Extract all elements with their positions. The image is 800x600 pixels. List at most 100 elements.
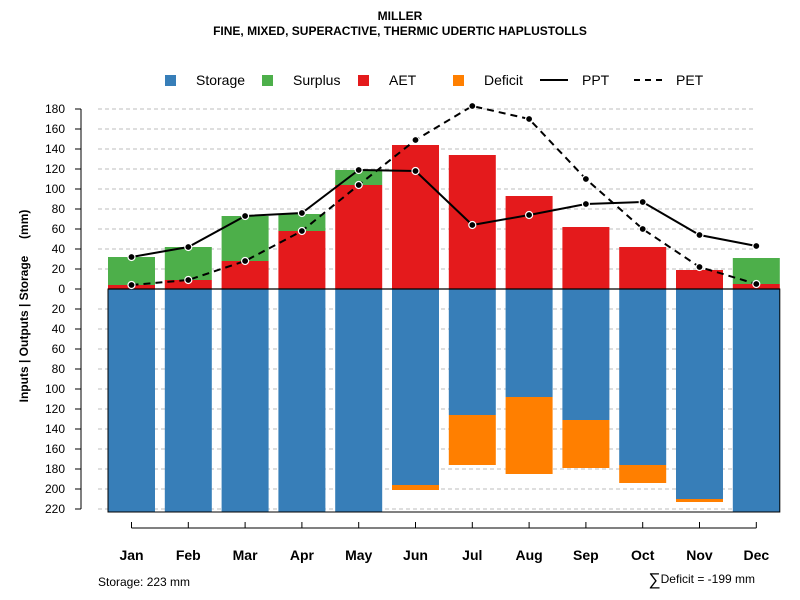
storage-bar-sep: [562, 289, 610, 420]
sigma-symbol: ∑: [648, 570, 661, 589]
legend-swatch-storage: [165, 74, 176, 86]
ppt-point-may: [354, 165, 363, 175]
storage-bar-apr: [278, 289, 326, 512]
x-tick-label-dec: Dec: [743, 547, 769, 563]
y-tick-label: 20: [52, 262, 66, 276]
y-tick-label: 120: [45, 402, 65, 416]
legend-label-ppt: PPT: [582, 72, 610, 88]
legend-label-storage: Storage: [196, 72, 246, 88]
y-tick-label: 180: [45, 462, 65, 476]
legend: Storage Surplus AET Deficit PPT PET: [0, 69, 800, 91]
chart-title: MILLER: [377, 9, 423, 23]
deficit-bar-nov: [676, 499, 723, 502]
storage-bar-oct: [619, 289, 667, 465]
y-tick-label: 80: [52, 202, 66, 216]
y-tick-label: 40: [52, 322, 66, 336]
legend-swatch-surplus: [262, 74, 273, 86]
legend-item-storage: Storage: [165, 69, 245, 91]
y-tick-label: 0: [58, 282, 65, 296]
legend-label-deficit: Deficit: [484, 72, 523, 88]
deficit-bar-oct: [619, 465, 667, 483]
storage-summary: Storage: 223 mm: [98, 575, 191, 589]
x-tick-label-may: May: [345, 547, 372, 563]
y-tick-label: 60: [52, 222, 66, 236]
y-tick-label: 40: [52, 242, 66, 256]
y-tick-label: 120: [45, 162, 65, 176]
legend-item-aet: AET: [358, 69, 416, 91]
x-tick-label-jun: Jun: [403, 547, 428, 563]
legend-label-aet: AET: [389, 72, 417, 88]
aet-bar-feb: [164, 280, 212, 289]
ppt-line: [131, 168, 757, 258]
aet-bar-may: [335, 185, 383, 289]
ppt-point-aug: [524, 210, 534, 220]
storage-bar-mar: [221, 289, 269, 512]
axes: 1801601401201008060402002040608010012014…: [45, 102, 780, 563]
y-axis-label: Inputs | Outputs | Storage (mm): [17, 210, 31, 403]
x-tick-label-sep: Sep: [573, 547, 599, 563]
pet-point-may: [354, 180, 363, 190]
storage-bar-jan: [108, 289, 155, 512]
y-tick-label: 160: [45, 442, 65, 456]
storage-bar-jul: [448, 289, 496, 415]
surplus-bar-may: [335, 170, 383, 185]
x-tick-label-apr: Apr: [290, 547, 315, 563]
x-tick-label-jan: Jan: [119, 547, 143, 563]
aet-bar-mar: [221, 261, 269, 289]
legend-item-ppt: PPT: [540, 69, 609, 91]
y-tick-label: 100: [45, 382, 65, 396]
series-lines: [127, 101, 761, 290]
ppt-point-jun: [411, 166, 420, 176]
x-tick-label-feb: Feb: [176, 547, 201, 563]
pet-point-jan: [127, 280, 136, 290]
pet-point-aug: [524, 114, 534, 124]
x-tick-label-oct: Oct: [631, 547, 655, 563]
ppt-point-feb: [184, 242, 193, 252]
deficit-bar-aug: [505, 397, 553, 474]
ppt-point-apr: [297, 208, 306, 218]
ppt-point-jan: [127, 252, 136, 262]
aet-bar-nov: [676, 270, 723, 289]
legend-item-deficit: Deficit: [453, 69, 523, 91]
y-tick-label: 20: [52, 302, 66, 316]
ppt-point-nov: [695, 230, 704, 240]
ppt-point-mar: [241, 211, 250, 221]
surplus-bar-apr: [278, 214, 326, 231]
pet-point-jun: [411, 135, 420, 145]
pet-point-apr: [297, 226, 306, 236]
legend-line-pet: [634, 79, 662, 81]
y-tick-label: 200: [45, 482, 65, 496]
legend-item-surplus: Surplus: [262, 69, 340, 91]
legend-line-ppt: [540, 79, 568, 81]
storage-bar-aug: [505, 289, 553, 397]
deficit-bar-jul: [448, 415, 496, 465]
aet-bar-jun: [392, 145, 439, 289]
surplus-bar-mar: [221, 216, 269, 261]
ppt-point-oct: [638, 197, 647, 207]
aet-bar-aug: [505, 196, 553, 289]
x-tick-label-aug: Aug: [515, 547, 542, 563]
aet-bar-apr: [278, 231, 326, 289]
legend-item-pet: PET: [634, 69, 703, 91]
legend-label-pet: PET: [676, 72, 704, 88]
ppt-point-jul: [468, 220, 477, 230]
pet-point-jul: [468, 101, 477, 111]
y-tick-label: 180: [45, 102, 65, 116]
y-tick-label: 100: [45, 182, 65, 196]
x-tick-label-nov: Nov: [686, 547, 713, 563]
y-tick-label: 140: [45, 142, 65, 156]
chart-title-block: MILLER FINE, MIXED, SUPERACTIVE, THERMIC…: [0, 9, 800, 39]
pet-point-sep: [581, 174, 591, 184]
pet-point-feb: [184, 275, 193, 285]
y-tick-label: 140: [45, 422, 65, 436]
deficit-bar-jun: [392, 485, 439, 490]
storage-bar-jun: [392, 289, 439, 485]
x-tick-label-jul: Jul: [462, 547, 482, 563]
legend-swatch-deficit: [453, 74, 464, 86]
storage-bar-dec: [732, 289, 780, 512]
aet-bar-oct: [619, 247, 667, 289]
aet-bar-sep: [562, 227, 610, 289]
storage-bar-may: [335, 289, 383, 512]
deficit-bar-sep: [562, 420, 610, 468]
y-tick-label: 80: [52, 362, 66, 376]
